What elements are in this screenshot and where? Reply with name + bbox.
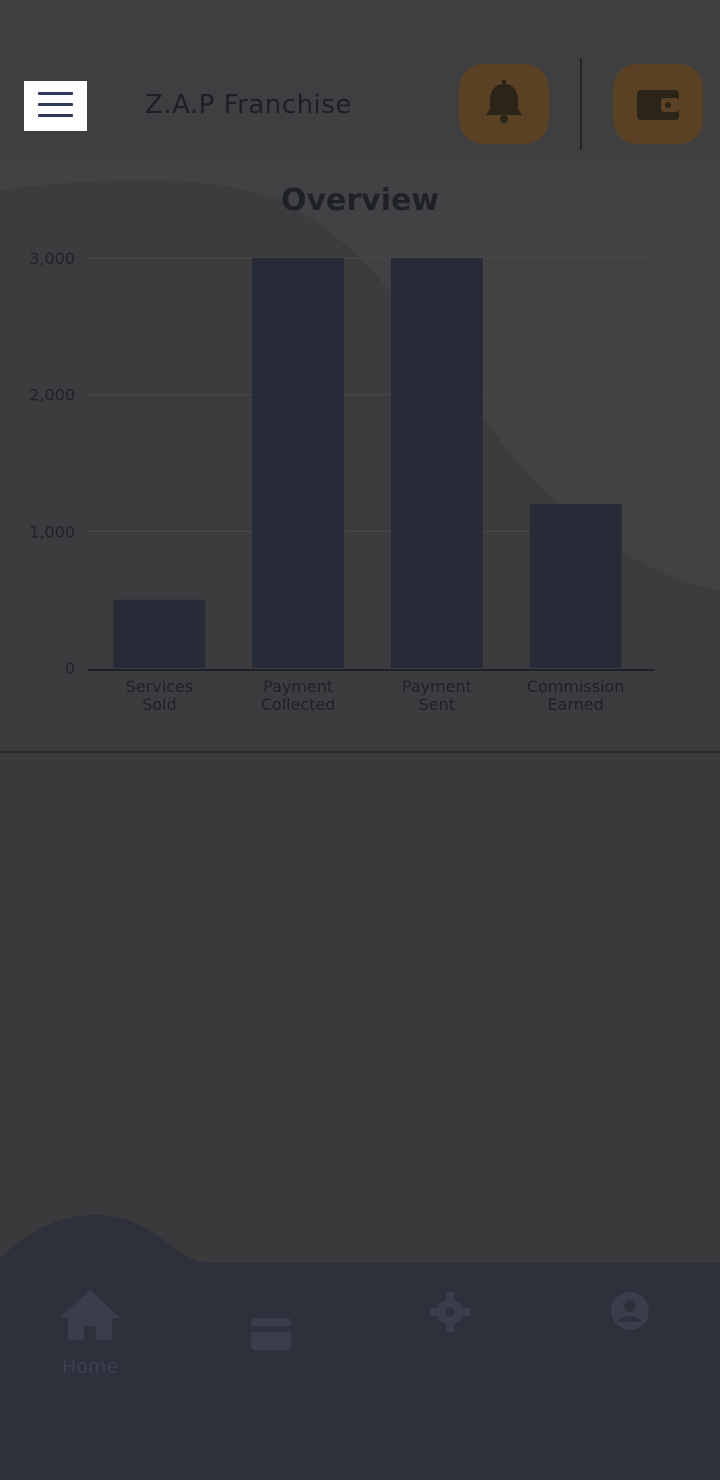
nav-card[interactable] xyxy=(210,1280,330,1380)
x-tick-label: Payment Sent xyxy=(402,677,472,714)
profile-icon xyxy=(611,1292,649,1330)
chart-background xyxy=(0,160,720,590)
nav-home-label: Home xyxy=(61,1356,119,1378)
bottom-navigation: Home xyxy=(0,1200,720,1480)
y-tick-label: 2,000 xyxy=(29,386,75,405)
bar xyxy=(529,504,622,668)
hamburger-icon-line xyxy=(38,103,73,106)
card-icon xyxy=(251,1318,291,1350)
nav-settings[interactable] xyxy=(390,1280,510,1380)
app-header: Z.A.P Franchise xyxy=(0,0,720,160)
gear-icon xyxy=(430,1292,470,1332)
wallet-button[interactable] xyxy=(613,64,703,144)
hamburger-icon-line xyxy=(38,114,73,117)
x-tick-label: Payment Collected xyxy=(261,677,336,714)
nav-profile[interactable] xyxy=(570,1280,690,1380)
x-tick-label: Commission Earned xyxy=(527,677,625,714)
menu-button[interactable] xyxy=(24,81,87,131)
app-title: Z.A.P Franchise xyxy=(145,90,352,120)
hamburger-icon xyxy=(38,92,73,95)
nav-home[interactable]: Home xyxy=(30,1280,150,1380)
section-divider xyxy=(0,751,720,753)
chart-title: Overview xyxy=(281,183,439,218)
overview-chart-panel: Overview 3,000 2,000 1,000 0 Services Sold Pa… xyxy=(0,160,720,752)
notification-button[interactable] xyxy=(459,64,549,144)
bottom-nav-background xyxy=(0,1215,720,1480)
bell-icon xyxy=(486,80,522,123)
y-tick-label: 0 xyxy=(65,659,75,678)
bar xyxy=(113,599,206,668)
bar xyxy=(252,258,345,668)
y-tick-label: 1,000 xyxy=(29,522,75,541)
x-tick-label: Services Sold xyxy=(126,677,193,714)
bar xyxy=(390,258,483,668)
y-tick-label: 3,000 xyxy=(29,249,75,268)
home-icon xyxy=(60,1290,120,1340)
wallet-icon xyxy=(637,90,679,120)
header-divider xyxy=(580,58,582,150)
overview-chart: Overview 3,000 2,000 1,000 0 Services Sold Pa… xyxy=(29,183,655,714)
